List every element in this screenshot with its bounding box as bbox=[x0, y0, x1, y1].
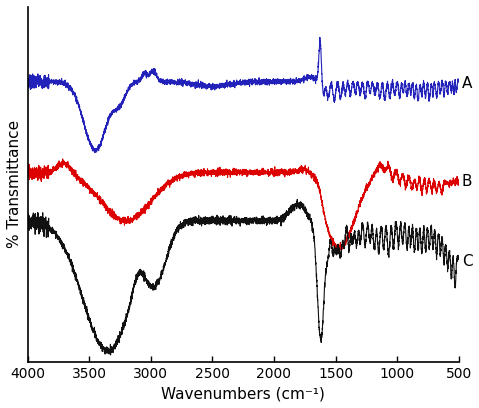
Text: B: B bbox=[462, 175, 472, 189]
Text: A: A bbox=[462, 76, 472, 91]
Text: C: C bbox=[462, 254, 472, 269]
X-axis label: Wavenumbers (cm⁻¹): Wavenumbers (cm⁻¹) bbox=[161, 386, 325, 401]
Y-axis label: % Transmittance: % Transmittance bbox=[7, 120, 22, 248]
